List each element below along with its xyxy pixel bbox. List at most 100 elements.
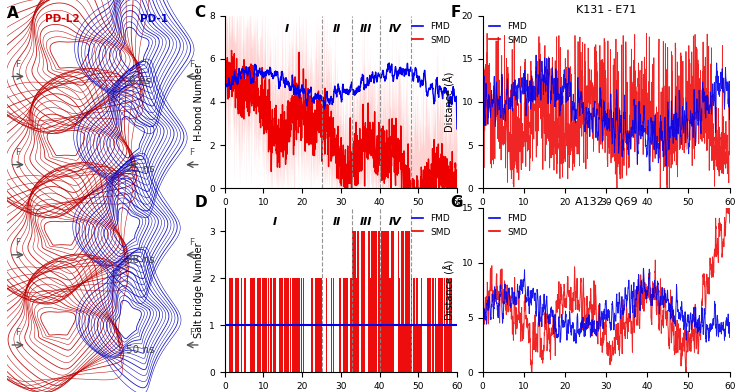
Bar xyxy=(270,278,272,372)
Bar xyxy=(312,278,313,372)
Bar xyxy=(229,278,230,372)
Bar xyxy=(237,278,238,372)
Text: PD-1: PD-1 xyxy=(140,14,168,24)
Bar xyxy=(332,278,334,372)
Bar xyxy=(257,278,258,372)
Bar xyxy=(455,278,456,372)
Bar xyxy=(317,278,318,372)
Bar xyxy=(384,231,385,372)
Bar xyxy=(399,278,400,372)
Bar xyxy=(254,278,255,372)
Text: III: III xyxy=(360,217,372,227)
Text: II: II xyxy=(333,217,341,227)
Bar xyxy=(288,278,289,372)
Bar xyxy=(298,278,300,372)
Text: 25 ns: 25 ns xyxy=(126,165,155,174)
Y-axis label: H-bond Number: H-bond Number xyxy=(194,63,203,141)
Bar xyxy=(391,231,393,372)
Bar xyxy=(241,278,242,372)
Bar xyxy=(235,278,236,372)
Bar xyxy=(372,231,373,372)
Bar xyxy=(446,278,447,372)
Bar xyxy=(296,278,297,372)
Legend: FMD, SMD: FMD, SMD xyxy=(411,20,453,46)
Text: I: I xyxy=(284,24,289,34)
Title: A132 - Q69: A132 - Q69 xyxy=(575,197,638,207)
Bar xyxy=(259,278,260,372)
Bar xyxy=(297,278,298,372)
Bar xyxy=(368,231,369,372)
Legend: FMD, SMD: FMD, SMD xyxy=(487,20,529,46)
Bar xyxy=(386,231,387,372)
Bar xyxy=(268,278,269,372)
Bar xyxy=(279,278,280,372)
Bar xyxy=(252,278,254,372)
Title: K131 - E71: K131 - E71 xyxy=(576,5,636,15)
Bar xyxy=(350,278,351,372)
Bar xyxy=(371,231,372,372)
Text: A: A xyxy=(7,6,19,21)
Bar xyxy=(265,278,266,372)
Text: F: F xyxy=(189,60,195,69)
Bar xyxy=(415,325,416,372)
Bar xyxy=(236,278,237,372)
Text: IV: IV xyxy=(388,217,402,227)
Bar xyxy=(397,231,399,372)
Bar xyxy=(366,231,368,372)
Text: F: F xyxy=(15,60,21,69)
Bar xyxy=(360,231,362,372)
Text: II: II xyxy=(333,24,341,34)
Bar xyxy=(358,231,359,372)
Bar xyxy=(378,231,379,372)
Bar xyxy=(275,278,276,372)
Bar xyxy=(409,231,410,372)
Bar xyxy=(410,325,411,372)
Bar xyxy=(421,278,422,372)
Bar xyxy=(394,231,396,372)
Bar xyxy=(362,231,363,372)
Bar xyxy=(262,278,263,372)
Bar xyxy=(320,278,321,372)
Bar xyxy=(353,231,354,372)
Bar xyxy=(403,231,404,372)
Bar xyxy=(381,231,382,372)
Bar xyxy=(264,278,265,372)
Text: PD-L2: PD-L2 xyxy=(45,14,80,24)
Bar xyxy=(315,278,316,372)
X-axis label: Time (ns): Time (ns) xyxy=(318,212,364,222)
Bar xyxy=(266,278,267,372)
Bar xyxy=(287,278,288,372)
Bar xyxy=(356,278,357,372)
Bar xyxy=(232,278,233,372)
Bar xyxy=(407,231,408,372)
Bar xyxy=(306,278,307,372)
Text: 50 ns: 50 ns xyxy=(126,345,155,355)
Bar xyxy=(263,278,264,372)
Bar xyxy=(379,231,380,372)
Bar xyxy=(250,278,251,372)
Bar xyxy=(355,231,356,372)
Bar xyxy=(248,278,249,372)
Bar xyxy=(441,278,442,372)
Bar xyxy=(230,278,231,372)
Bar xyxy=(400,325,401,372)
Bar xyxy=(284,278,285,372)
Text: C: C xyxy=(195,5,206,20)
Bar xyxy=(414,278,415,372)
Text: 0 ns: 0 ns xyxy=(129,76,151,86)
Bar xyxy=(437,325,438,372)
Bar xyxy=(369,231,370,372)
Text: 38 ns: 38 ns xyxy=(126,255,155,265)
Bar xyxy=(245,278,246,372)
Bar xyxy=(292,278,293,372)
Bar xyxy=(442,278,443,372)
Bar xyxy=(294,278,295,372)
Bar xyxy=(278,278,279,372)
Bar xyxy=(428,278,430,372)
Text: F: F xyxy=(189,148,195,157)
Bar xyxy=(251,278,252,372)
Bar xyxy=(346,278,347,372)
Bar xyxy=(276,278,277,372)
Bar xyxy=(363,231,365,372)
Y-axis label: Distance (Å): Distance (Å) xyxy=(444,72,456,132)
